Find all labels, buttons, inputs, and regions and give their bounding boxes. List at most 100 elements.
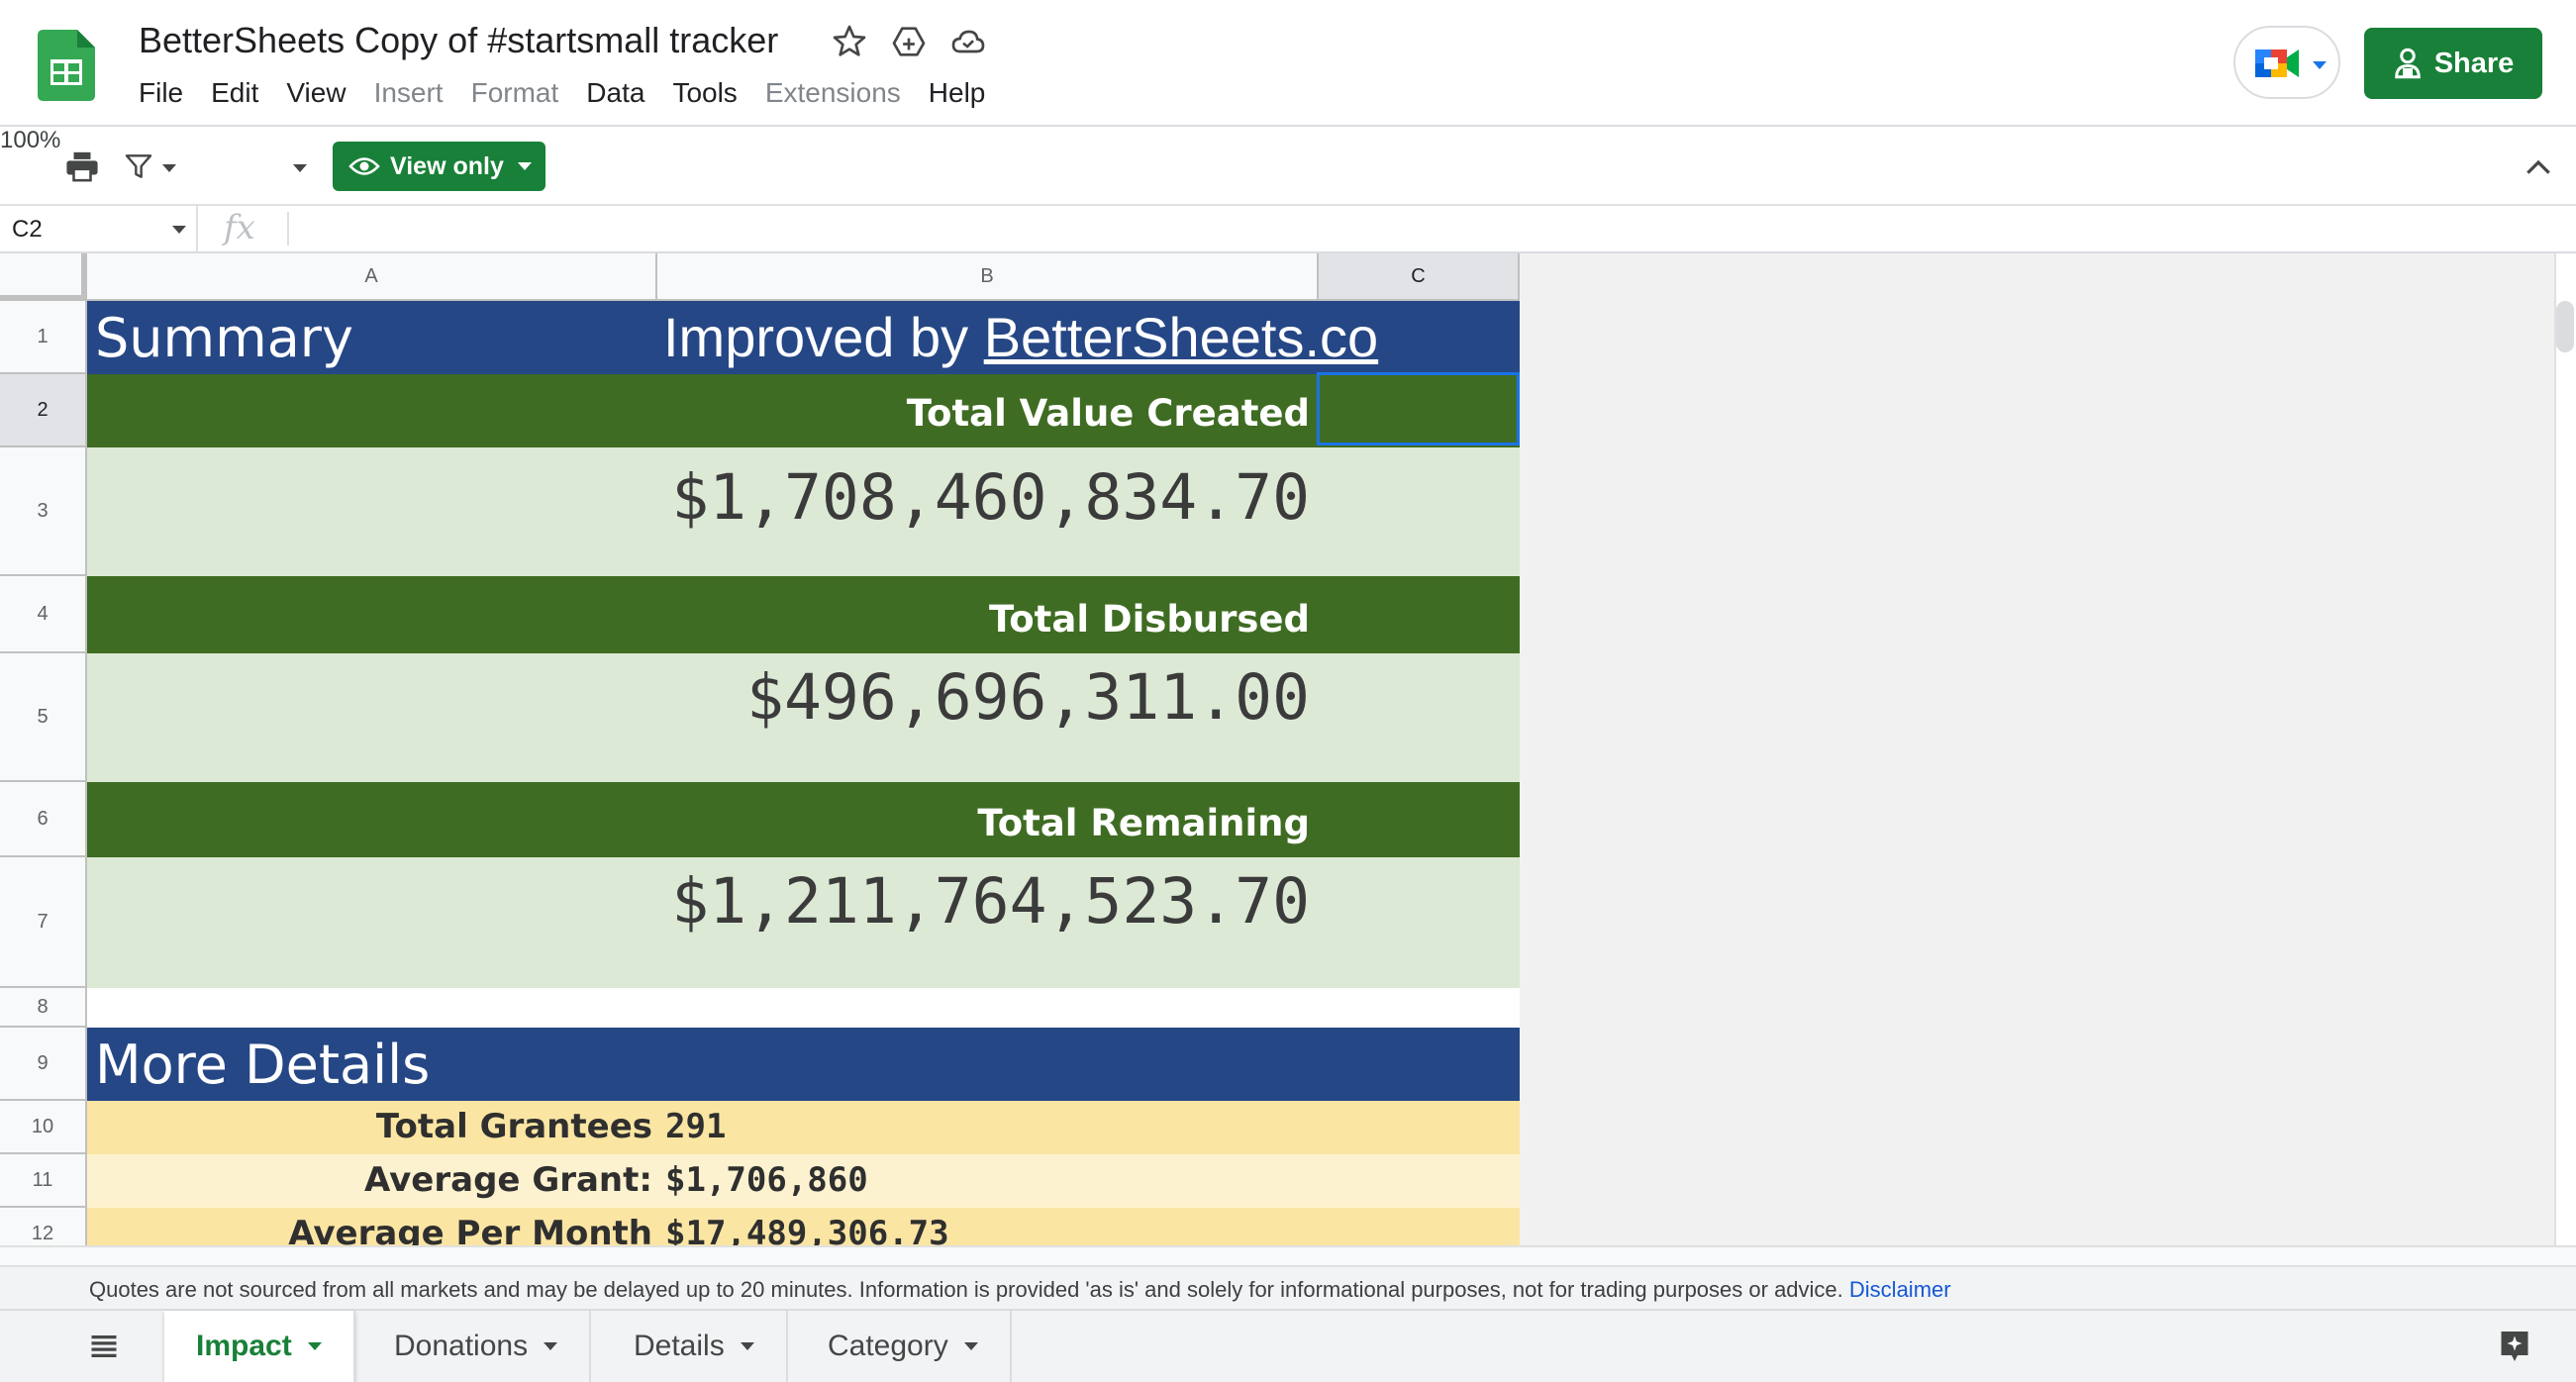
total-disbursed-amount: $496,696,311.00 — [746, 661, 1310, 734]
explore-icon[interactable] — [2497, 1327, 2532, 1366]
detail-value: 291 — [665, 1107, 727, 1146]
more-details-heading: More Details — [95, 1034, 431, 1096]
tab-donations-label: Donations — [394, 1330, 529, 1362]
menu-insert[interactable]: Insert — [373, 77, 444, 108]
spreadsheet-grid: A B C 1 2 3 4 5 6 7 8 9 10 11 12 Summary… — [0, 253, 2554, 1245]
row-header-6[interactable]: 6 — [0, 782, 87, 857]
share-button-label: Share — [2433, 47, 2515, 79]
menu-help[interactable]: Help — [928, 77, 986, 108]
total-remaining-label-row[interactable]: Total Remaining — [87, 782, 1520, 857]
total-remaining-row[interactable]: $1,211,764,523.70 — [87, 857, 1520, 988]
menu-view[interactable]: View — [286, 77, 347, 108]
column-header-b[interactable]: B — [657, 253, 1319, 301]
tab-category-label: Category — [828, 1330, 948, 1362]
view-only-button[interactable]: View only — [333, 142, 545, 191]
zoom-select[interactable]: 100% — [0, 127, 61, 153]
meet-dropdown-icon — [2313, 61, 2327, 69]
tab-impact-label: Impact — [196, 1330, 292, 1362]
document-title[interactable]: BetterSheets Copy of #startsmall tracker — [139, 20, 779, 60]
detail-row[interactable]: Average Per Month $17,489,306.73 — [87, 1208, 1520, 1245]
view-only-label: View only — [390, 151, 504, 180]
summary-heading-row[interactable]: Summary Improved by BetterSheets.co — [87, 301, 1520, 374]
meet-button[interactable] — [2233, 26, 2340, 99]
formula-input[interactable] — [307, 206, 2554, 251]
total-remaining-amount: $1,211,764,523.70 — [671, 865, 1310, 938]
total-value-row[interactable]: $1,708,460,834.70 — [87, 447, 1520, 576]
total-disbursed-label: Total Disbursed — [988, 598, 1310, 641]
tab-impact-dropdown-icon — [307, 1342, 322, 1350]
eye-icon — [348, 157, 380, 175]
select-all-corner[interactable] — [0, 253, 87, 301]
tab-donations-dropdown-icon — [544, 1342, 558, 1350]
all-sheets-icon[interactable] — [89, 1333, 119, 1358]
spacer-row[interactable] — [87, 988, 1520, 1028]
row-header-10[interactable]: 10 — [0, 1101, 87, 1154]
row-header-9[interactable]: 9 — [0, 1028, 87, 1101]
tab-category[interactable]: Category — [796, 1311, 1012, 1382]
total-value-label-row[interactable]: Total Value Created — [87, 374, 1520, 447]
menu-tools[interactable]: Tools — [672, 77, 738, 108]
disclaimer-message: Quotes are not sourced from all markets … — [89, 1277, 1843, 1302]
filter-dropdown-icon[interactable] — [162, 164, 176, 172]
share-person-icon — [2394, 48, 2421, 79]
tab-impact[interactable]: Impact — [164, 1311, 355, 1382]
menu-bar: File Edit View Insert Format Data Tools … — [125, 73, 999, 117]
disclaimer-link[interactable]: Disclaimer — [1848, 1277, 1951, 1302]
cloud-saved-icon[interactable] — [948, 22, 988, 61]
total-value-amount: $1,708,460,834.70 — [671, 461, 1310, 534]
total-disbursed-label-row[interactable]: Total Disbursed — [87, 576, 1520, 653]
tab-details-dropdown-icon — [740, 1342, 754, 1350]
name-box[interactable]: C2 — [0, 206, 198, 251]
formula-divider — [287, 212, 289, 246]
sheets-logo-icon[interactable] — [38, 30, 95, 101]
more-details-heading-row[interactable]: More Details — [87, 1028, 1520, 1101]
selected-cell-c2[interactable] — [1317, 372, 1520, 445]
sheet-tabs-bar: Impact Donations Details Category — [0, 1309, 2576, 1382]
horizontal-scrollbar[interactable] — [0, 1245, 2576, 1265]
total-disbursed-row[interactable]: $496,696,311.00 — [87, 653, 1520, 782]
title-bar: BetterSheets Copy of #startsmall tracker… — [0, 0, 2576, 127]
vertical-scrollbar[interactable] — [2554, 253, 2576, 1245]
row-header-7[interactable]: 7 — [0, 857, 87, 988]
tab-details-label: Details — [634, 1330, 725, 1362]
column-header-a[interactable]: A — [87, 253, 657, 301]
row-header-3[interactable]: 3 — [0, 447, 87, 576]
row-header-11[interactable]: 11 — [0, 1154, 87, 1208]
vertical-scrollbar-thumb[interactable] — [2556, 301, 2574, 352]
zoom-dropdown-icon[interactable] — [293, 164, 307, 172]
star-icon[interactable] — [830, 22, 869, 61]
column-header-c[interactable]: C — [1319, 253, 1520, 301]
detail-row[interactable]: Total Grantees 291 — [87, 1101, 1520, 1154]
tab-details[interactable]: Details — [602, 1311, 788, 1382]
view-only-dropdown-icon — [517, 162, 532, 170]
total-remaining-label: Total Remaining — [977, 802, 1310, 844]
tab-donations[interactable]: Donations — [362, 1311, 592, 1382]
menu-format[interactable]: Format — [470, 77, 559, 108]
row-header-4[interactable]: 4 — [0, 576, 87, 653]
detail-label: Average Grant: — [364, 1160, 652, 1200]
row-header-2[interactable]: 2 — [0, 374, 87, 447]
row-header-12[interactable]: 12 — [0, 1208, 87, 1245]
detail-row[interactable]: Average Grant: $1,706,860 — [87, 1154, 1520, 1208]
bettersheets-link[interactable]: BetterSheets.co — [983, 306, 1379, 368]
detail-value: $17,489,306.73 — [665, 1214, 949, 1245]
row-header-8[interactable]: 8 — [0, 988, 87, 1028]
filter-icon[interactable] — [123, 150, 154, 182]
menu-edit[interactable]: Edit — [211, 77, 259, 108]
summary-heading: Summary — [95, 307, 353, 369]
move-to-drive-icon[interactable] — [889, 22, 929, 61]
formula-bar: C2 fx — [0, 206, 2576, 253]
name-box-dropdown-icon[interactable] — [172, 226, 186, 234]
improved-by-prefix: Improved by — [663, 306, 984, 368]
detail-value: $1,706,860 — [665, 1160, 868, 1200]
menu-extensions[interactable]: Extensions — [764, 77, 901, 108]
row-header-5[interactable]: 5 — [0, 653, 87, 782]
menu-data[interactable]: Data — [586, 77, 645, 108]
row-header-1[interactable]: 1 — [0, 301, 87, 374]
menu-file[interactable]: File — [139, 77, 184, 108]
collapse-icon[interactable] — [2523, 152, 2554, 180]
share-button[interactable]: Share — [2364, 28, 2542, 99]
disclaimer-text: Quotes are not sourced from all markets … — [89, 1277, 1951, 1303]
print-icon[interactable] — [65, 150, 99, 182]
name-box-value: C2 — [12, 216, 43, 243]
